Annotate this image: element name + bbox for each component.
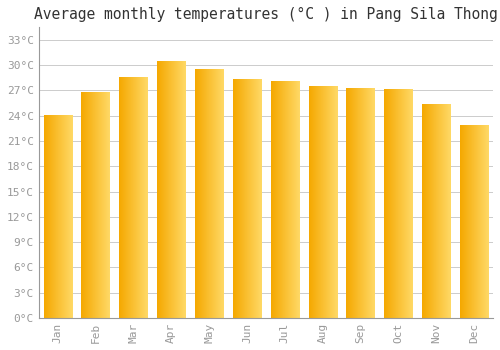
Title: Average monthly temperatures (°C ) in Pang Sila Thong: Average monthly temperatures (°C ) in Pa…	[34, 7, 498, 22]
